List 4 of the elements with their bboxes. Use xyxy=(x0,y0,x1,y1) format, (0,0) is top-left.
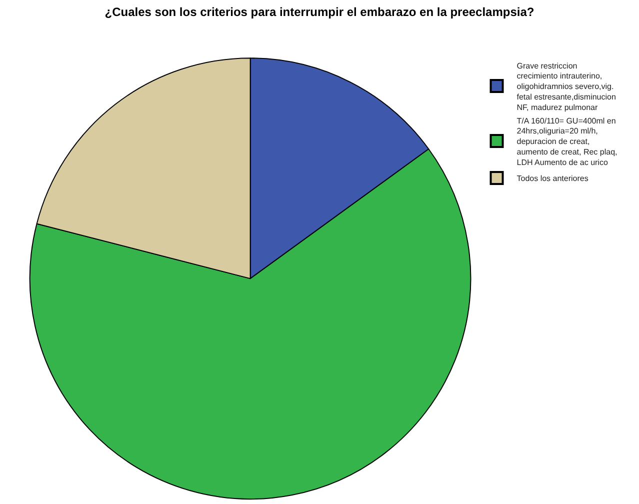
legend-label: Grave restriccion crecimiento intrauterino, oligohidramnios severo,vig. fetal estresante,disminucion NF, madurez pulmonar xyxy=(516,61,616,112)
legend-label: T/A 160/110= GU=400ml en 24hrs,oliguria=20 ml/h, depuracion de creat, aumento de creat, Rec plaq, LDH Aumento de ac urico xyxy=(516,116,618,167)
legend-label: Todos los anteriores xyxy=(516,174,588,184)
chart-title: ¿Cuales son los criterios para interrumpir el embarazo en la preeclampsia? xyxy=(104,4,534,19)
